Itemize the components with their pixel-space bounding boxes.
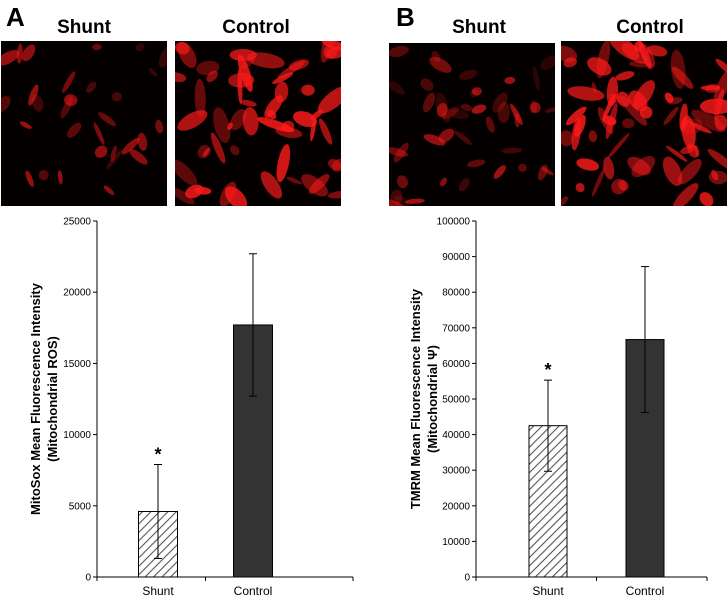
x-tick-label-control: Control [234,584,273,596]
y-tick-label-1: 5000 [69,501,92,512]
image-label-b-shunt: Shunt [452,17,506,38]
significance-marker-shunt: * [154,445,161,465]
y-tick-label-4: 20000 [63,288,91,299]
micrograph-a-control [175,41,341,206]
y-axis-label-line2: (Mitochondrial Ψ) [425,345,440,453]
y-tick-label-5: 50000 [442,395,470,406]
x-tick-label-shunt: Shunt [142,584,174,596]
y-axis-label-line1: TMRM Mean Fluorescence Intensity [408,288,423,509]
image-label-a-control: Control [222,17,290,38]
y-tick-label-9: 90000 [442,252,470,263]
y-tick-label-0: 0 [85,573,91,584]
panel-letter-a: A [6,2,25,32]
micrograph-b-shunt-art [389,45,555,206]
x-tick-label-shunt: Shunt [532,584,564,596]
y-tick-label-5: 25000 [63,217,91,228]
image-label-b-control: Control [616,17,684,38]
panel-letter-b: B [396,2,415,32]
y-tick-label-10: 100000 [437,217,471,228]
micrograph-b-control-art [561,41,727,206]
image-label-a-shunt: Shunt [57,17,111,38]
y-axis-label-line2: (Mitochondrial ROS) [45,336,60,462]
y-tick-label-2: 20000 [442,501,470,512]
micrograph-b-control [561,41,727,206]
y-tick-label-1: 10000 [442,537,470,548]
y-tick-label-3: 15000 [63,359,91,370]
y-tick-label-2: 10000 [63,430,91,441]
micrograph-a-control-art [175,41,341,206]
x-tick-label-control: Control [626,584,665,596]
micrograph-a-shunt-art [1,43,167,195]
micrograph-a-shunt [1,41,167,206]
y-tick-label-4: 40000 [442,430,470,441]
y-axis-label-line1: MitoSox Mean Fluorescence Intensity [28,282,43,515]
chart-b: 0 10000 20000 30000 40000 50000 60000 70000 8000… [408,217,708,596]
y-tick-label-6: 60000 [442,359,470,370]
y-tick-label-7: 70000 [442,323,470,334]
y-tick-label-8: 80000 [442,288,470,299]
chart-a: 0 5000 10000 15000 20000 25000 Shunt * Control Mi… [28,217,354,596]
significance-marker-shunt: * [544,360,551,380]
y-tick-label-3: 30000 [442,466,470,477]
y-tick-label-0: 0 [464,573,470,584]
micrograph-b-shunt [389,43,555,206]
